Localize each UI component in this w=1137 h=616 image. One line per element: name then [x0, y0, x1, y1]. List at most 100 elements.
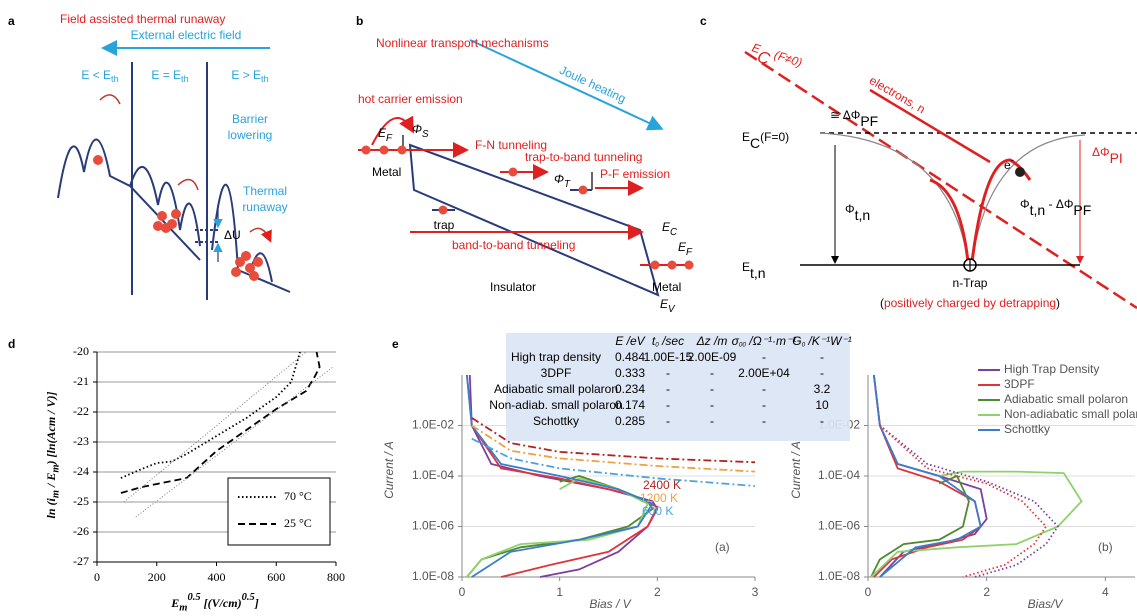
annotation: ΔU	[224, 228, 241, 242]
text-span: 0	[802, 341, 806, 348]
y-tick-label: -26	[73, 524, 89, 538]
y-tick-label: 1.0E-04	[818, 468, 860, 482]
data-line	[120, 351, 321, 494]
y-tick-label: -27	[73, 554, 89, 568]
text-span: /eV	[623, 334, 645, 348]
y-axis-label: Current / A	[789, 441, 803, 499]
panel-a-drawing	[57, 40, 291, 300]
data-line	[870, 470, 1083, 578]
annotation: (b)	[1098, 540, 1113, 554]
text-span: - ΔΦ	[1045, 197, 1073, 211]
data-line	[135, 366, 334, 518]
text-span: E	[742, 260, 750, 274]
table-header: Δz /m	[696, 334, 728, 348]
data-line	[471, 424, 756, 473]
y-tick-label: -22	[73, 404, 89, 418]
text-span: /Ω⁻¹·m⁻¹	[746, 334, 796, 348]
text-span: E	[662, 220, 671, 234]
table-header: G0 /K⁻¹W⁻¹	[792, 334, 852, 348]
y-tick-label: 1.0E-08	[818, 569, 860, 583]
text-span: E < E	[81, 68, 111, 82]
text-span: E > E	[231, 68, 261, 82]
x-tick-label: 800	[327, 570, 345, 584]
panel-title: Field assisted thermal runaway	[60, 12, 225, 26]
annotation: band-to-band tunneling	[452, 238, 575, 252]
table-cell: 10	[815, 398, 829, 412]
level-label: EF	[678, 240, 693, 258]
text-span: E	[678, 240, 687, 254]
annotation: lowering	[228, 128, 273, 142]
text-span: (F≠0)	[769, 47, 804, 70]
x-tick-label: 2	[654, 585, 661, 599]
data-line	[873, 374, 982, 578]
panel-b-drawing	[358, 39, 694, 297]
text-span: ln (i	[44, 498, 58, 519]
data-line	[466, 374, 654, 578]
y-tick-label: -21	[73, 374, 89, 388]
text-span: PF	[1073, 202, 1091, 218]
annotation: trap-to-band tunneling	[525, 150, 642, 164]
text-span: ]	[254, 596, 259, 610]
level-label: EF	[378, 126, 393, 144]
legend-label: Adiabatic small polaron	[1004, 392, 1128, 406]
annotation: n-Trap	[953, 276, 988, 290]
text-span: Δz	[696, 334, 711, 348]
text-span: C	[750, 135, 760, 151]
text-span: E = E	[151, 68, 181, 82]
text-span: /sec	[659, 334, 684, 348]
text-span: (	[880, 296, 884, 310]
data-line	[120, 351, 301, 479]
text-span: )	[1056, 296, 1060, 310]
table-cell: -	[666, 398, 670, 412]
table-background	[506, 333, 850, 441]
level-label: Et,n	[742, 260, 766, 281]
x-axis-label: Em0.5 [(V/cm)0.5]	[170, 592, 258, 614]
panel-letter: a	[8, 14, 15, 28]
table-cell: -	[762, 382, 766, 396]
table-cell: Non-adiab. small polaron	[489, 398, 622, 412]
x-tick-label: 0	[865, 585, 872, 599]
text-span: ≅ ΔΦ	[830, 108, 860, 122]
table-cell: Adiabatic small polaron	[494, 382, 618, 396]
text-span: PI	[1110, 150, 1123, 166]
table-cell: -	[710, 414, 714, 428]
y-tick-label: 1.0E-04	[412, 468, 454, 482]
text-span: m	[51, 490, 62, 498]
table-cell: -	[666, 366, 670, 380]
region-label: E > Eth	[231, 68, 268, 84]
text-span: [(V/cm)	[201, 596, 242, 610]
table-cell: 1.00E-15	[644, 350, 693, 364]
x-tick-label: 2	[983, 585, 990, 599]
table-cell: 0.174	[615, 398, 645, 412]
annotation: runaway	[242, 200, 287, 214]
text-span: Φ	[412, 122, 422, 136]
y-tick-label: -23	[73, 434, 89, 448]
data-line	[870, 474, 970, 578]
y-tick-label: 1.0E-02	[412, 418, 454, 432]
legend-label: 70 °C	[284, 489, 312, 503]
text-span: E	[742, 130, 750, 144]
table-cell: -	[666, 382, 670, 396]
text-span: E	[378, 126, 387, 140]
text-span: Φ	[554, 172, 564, 186]
text-span: ΔΦ	[1092, 145, 1110, 159]
curve-label: 600 K	[642, 504, 673, 518]
text-span: t,n	[855, 207, 871, 223]
x-tick-label: 0	[94, 570, 100, 584]
x-tick-label: 400	[208, 570, 226, 584]
text-span: t	[652, 334, 656, 348]
legend-label: High Trap Density	[1004, 362, 1099, 376]
text-span: positively charged by detrapping	[884, 296, 1056, 310]
annotation: Thermal	[243, 184, 287, 198]
table-cell: -	[710, 382, 714, 396]
text-span: PF	[860, 113, 878, 129]
annotation: hot carrier emission	[358, 92, 463, 106]
table-cell: -	[820, 414, 824, 428]
panel-letter: b	[356, 14, 363, 28]
material-label: Metal	[372, 165, 401, 179]
level-label: ΦS	[412, 122, 429, 140]
y-tick-label: 1.0E-06	[818, 519, 860, 533]
text-span: /K⁻¹W⁻¹	[805, 334, 852, 348]
text-span: F	[386, 133, 393, 144]
